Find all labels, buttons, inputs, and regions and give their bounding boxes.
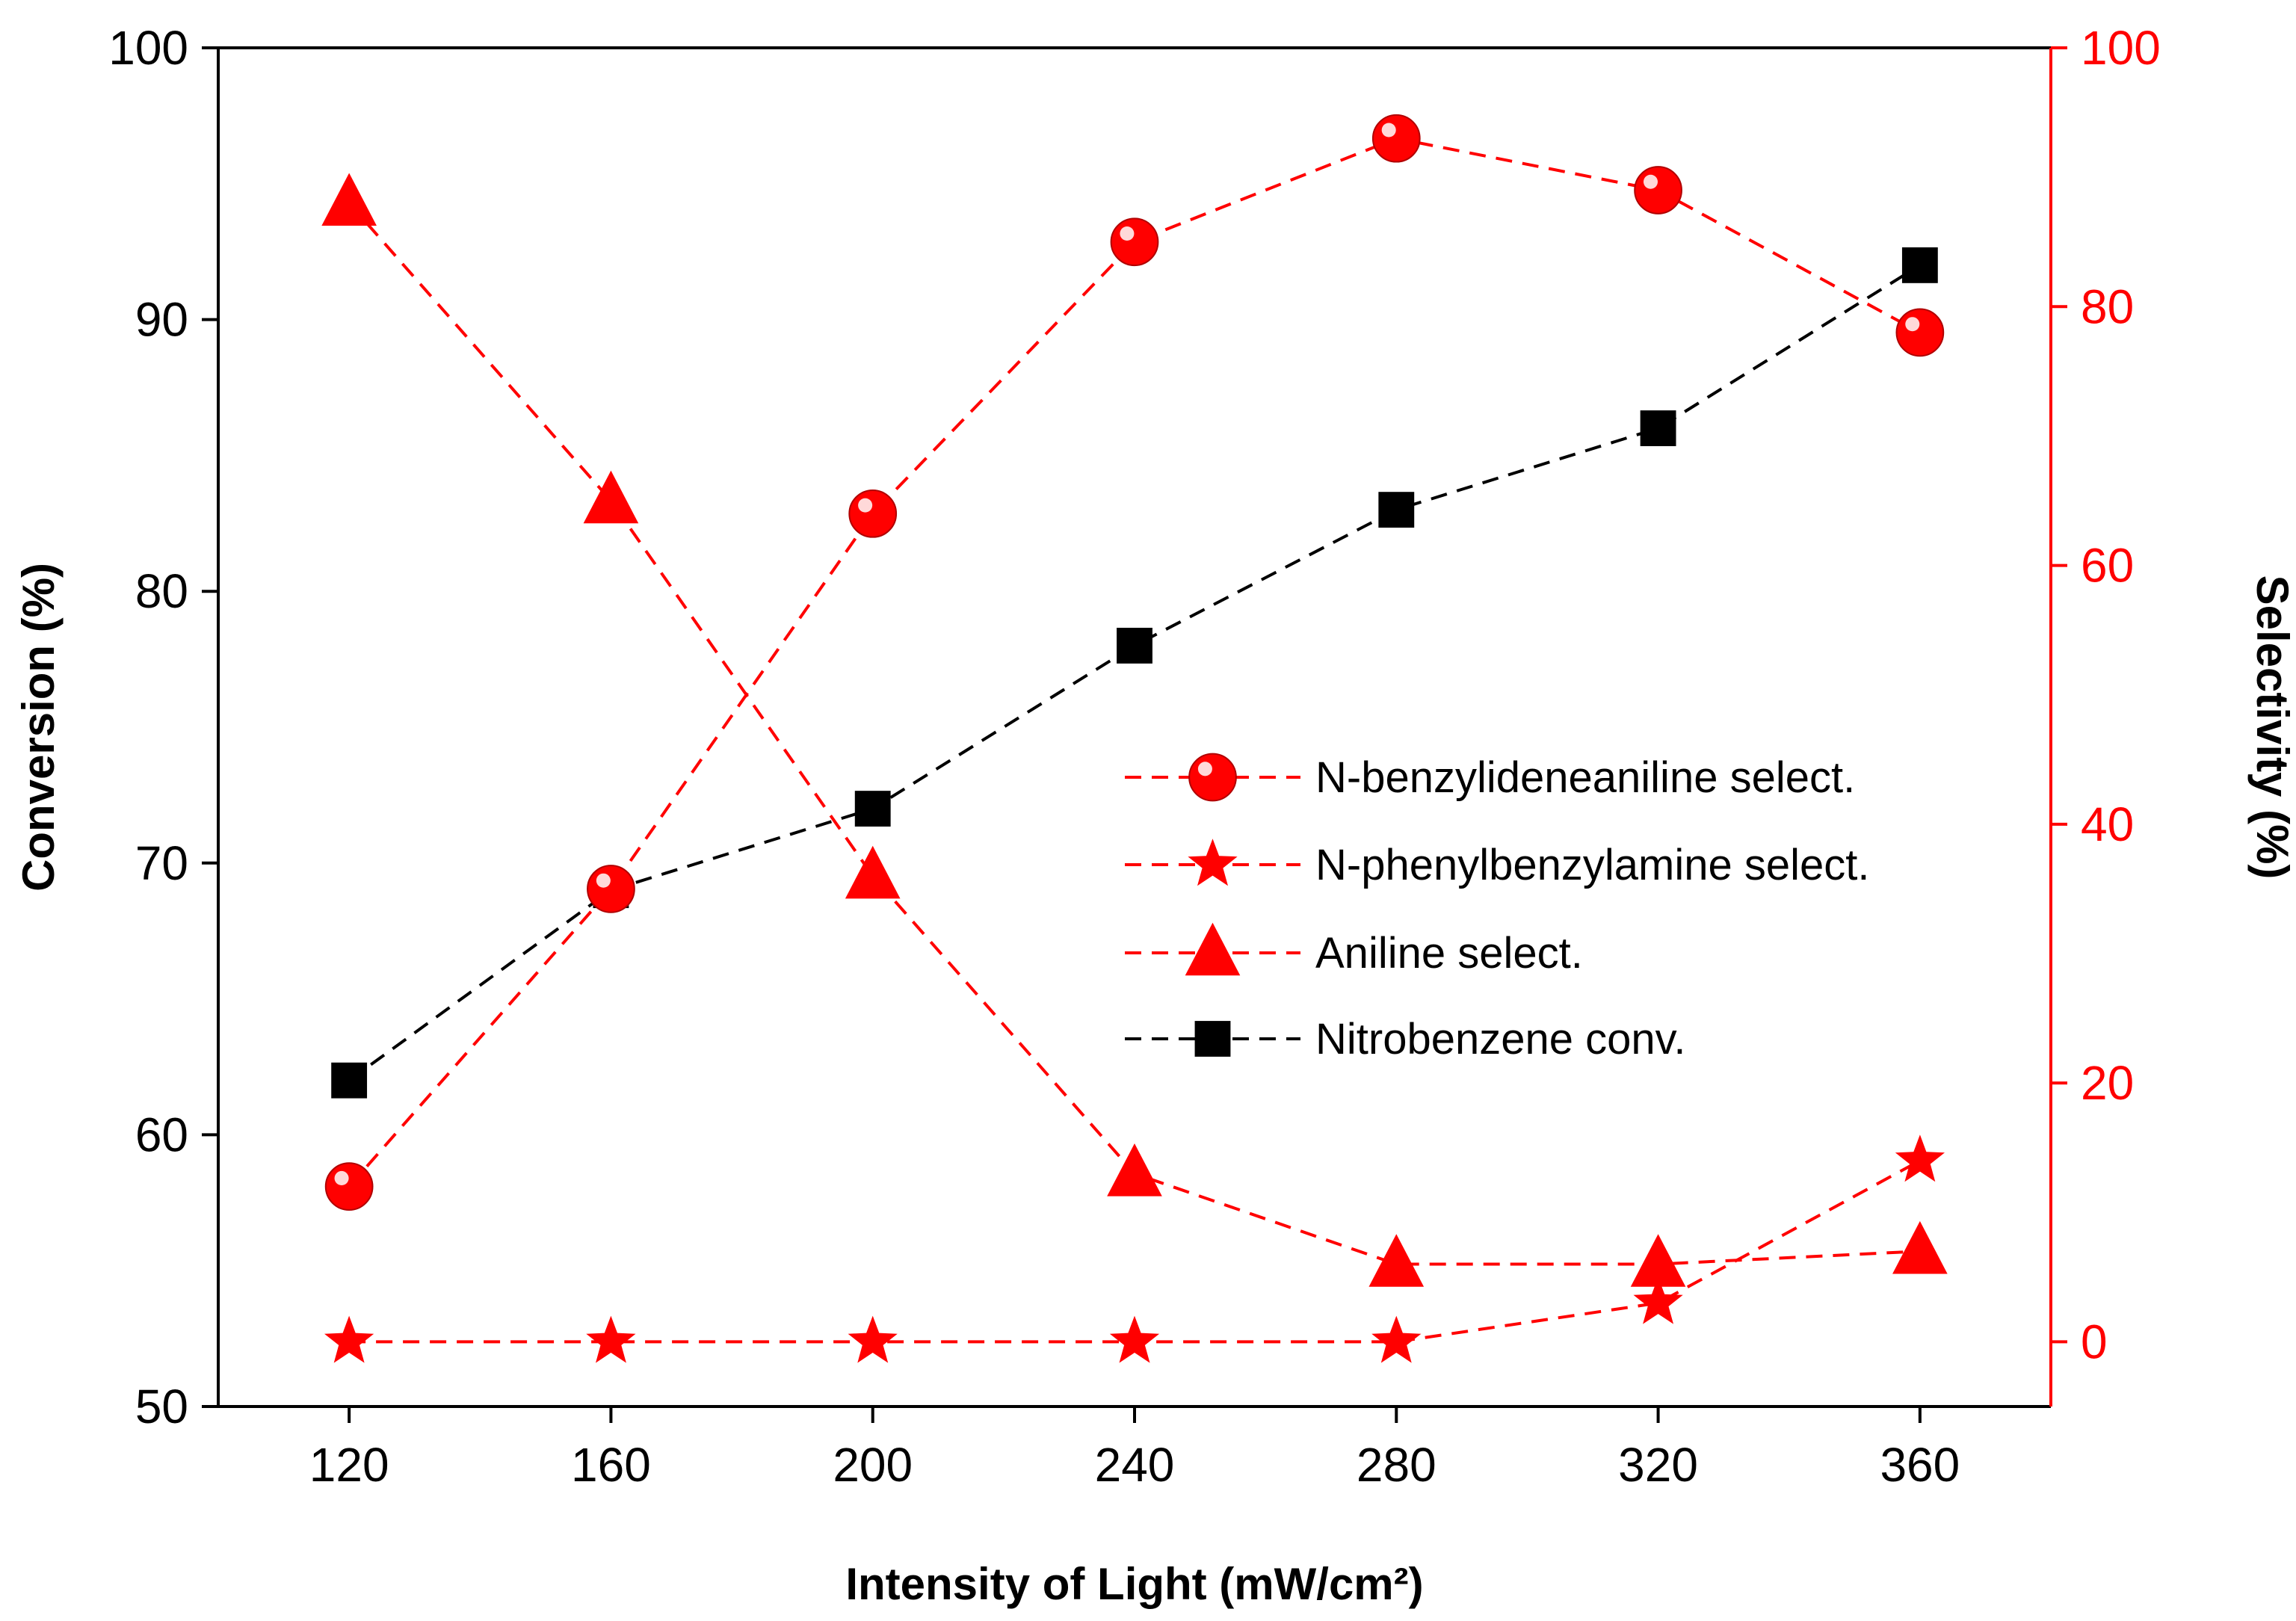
data-point-triangle: [1892, 1220, 1948, 1274]
right-tick-label: 100: [2081, 21, 2161, 75]
x-axis: 120 160 200 240 280 320 360: [309, 1407, 1960, 1492]
legend-item: Nitrobenzene conv.: [1125, 1015, 1685, 1063]
data-point-circle: [1371, 114, 1421, 163]
data-point-circle-highlight: [1381, 123, 1396, 138]
data-point-circle: [848, 489, 898, 538]
right-tick-label: 80: [2081, 280, 2134, 333]
left-axis-title: Conversion (%): [13, 563, 64, 892]
data-point-circle-highlight: [1120, 226, 1135, 241]
data-point-triangle: [845, 845, 901, 899]
x-tick-label: 320: [1618, 1438, 1698, 1492]
data-point-star: [586, 1315, 636, 1363]
data-point-square: [331, 1062, 368, 1099]
data-point-triangle: [1368, 1234, 1425, 1287]
right-tick-label: 20: [2081, 1056, 2134, 1110]
data-point-triangle: [321, 173, 377, 226]
x-tick-label: 120: [309, 1438, 389, 1492]
legend-item: Aniline select.: [1125, 922, 1583, 978]
left-tick-label: 50: [135, 1380, 188, 1433]
data-point-triangle: [583, 470, 639, 524]
data-point-star: [1633, 1276, 1683, 1324]
data-point-circle: [587, 865, 635, 913]
legend-label: N-phenylbenzylamine select.: [1315, 841, 1869, 889]
legend-item: N-benzylideneaniline select.: [1125, 753, 1855, 802]
series-layer: [321, 114, 1948, 1363]
series-line: [348, 264, 1921, 1082]
data-point-square: [854, 791, 891, 827]
plot-frame: [217, 46, 2052, 1408]
data-point-star: [848, 1315, 898, 1363]
data-point-star: [324, 1315, 374, 1363]
data-point-star: [1109, 1315, 1160, 1363]
data-point-circle-highlight: [1905, 317, 1920, 332]
series-square: [331, 247, 1938, 1099]
left-tick-label: 100: [108, 21, 188, 75]
legend-marker-square: [1194, 1021, 1231, 1057]
data-point-circle-highlight: [596, 873, 611, 888]
left-tick-label: 80: [135, 564, 188, 618]
data-point-circle-highlight: [1643, 174, 1658, 189]
x-tick-label: 160: [571, 1438, 651, 1492]
data-point-square: [1117, 628, 1152, 664]
left-axis: 50 60 70 80 90 100: [108, 21, 218, 1433]
legend-label: Aniline select.: [1315, 929, 1583, 978]
legend-label: Nitrobenzene conv.: [1315, 1015, 1685, 1063]
right-axis: 0 20 40 60 80 100: [2051, 21, 2161, 1368]
data-point-circle: [1634, 166, 1682, 214]
data-point-star: [1895, 1134, 1945, 1182]
x-tick-label: 360: [1880, 1438, 1960, 1492]
left-tick-label: 60: [135, 1108, 188, 1161]
series-star: [324, 1134, 1945, 1363]
data-point-star: [1371, 1315, 1422, 1363]
legend-label: N-benzylideneaniline select.: [1315, 753, 1855, 802]
x-tick-label: 200: [833, 1438, 913, 1492]
data-point-circle-highlight: [334, 1170, 349, 1185]
x-axis-title: Intensity of Light (mW/cm²): [845, 1559, 1423, 1609]
right-tick-label: 40: [2081, 797, 2134, 851]
right-tick-label: 60: [2081, 539, 2134, 593]
legend-marker-triangle: [1185, 922, 1241, 976]
data-point-square: [1901, 247, 1938, 283]
legend: N-benzylideneaniline select. N-phenylbenz…: [1125, 753, 1869, 1063]
left-tick-label: 70: [135, 836, 188, 890]
legend-item: N-phenylbenzylamine select.: [1125, 839, 1869, 889]
left-tick-label: 90: [135, 293, 188, 347]
data-point-circle: [1895, 308, 1945, 357]
data-point-square: [1640, 410, 1676, 446]
x-tick-label: 240: [1095, 1438, 1175, 1492]
series-line: [348, 202, 1920, 1266]
x-tick-label: 280: [1357, 1438, 1436, 1492]
series-circle: [324, 114, 1945, 1211]
right-tick-label: 0: [2081, 1315, 2108, 1368]
legend-marker-star: [1188, 839, 1238, 886]
data-point-circle: [1110, 217, 1159, 267]
data-point-square: [1378, 492, 1415, 528]
data-point-triangle: [1107, 1143, 1162, 1197]
right-axis-title: Selectivity (%): [2247, 575, 2296, 880]
data-point-circle: [324, 1162, 374, 1211]
legend-marker-circle: [1188, 753, 1237, 802]
data-point-triangle: [1630, 1234, 1686, 1287]
data-point-circle-highlight: [858, 498, 873, 513]
legend-marker-circle-highlight: [1197, 762, 1212, 776]
series-triangle: [321, 173, 1948, 1287]
